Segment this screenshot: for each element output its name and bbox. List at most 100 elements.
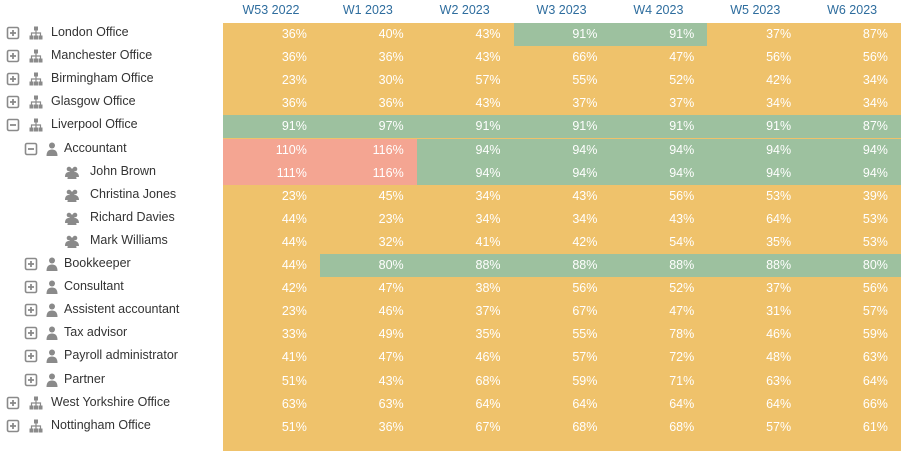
utilization-cell: 37% xyxy=(416,300,514,324)
plus-icon[interactable] xyxy=(24,280,38,294)
utilization-cell: 63% xyxy=(804,346,901,370)
utilization-cell: 44% xyxy=(223,230,320,254)
utilization-cell: 43% xyxy=(319,369,417,393)
column-header: W3 2023 xyxy=(536,3,587,17)
plus-icon[interactable] xyxy=(6,26,20,40)
utilization-cell: 91% xyxy=(707,115,805,139)
utilization-cell: 43% xyxy=(416,92,514,116)
column-header: W6 2023 xyxy=(827,3,878,17)
office-icon xyxy=(29,26,43,40)
utilization-cell: 43% xyxy=(513,184,611,208)
utilization-cell: 37% xyxy=(707,277,805,301)
row-label: Mark Williams xyxy=(90,232,168,247)
utilization-cell: 23% xyxy=(319,207,417,231)
office-icon xyxy=(29,396,43,410)
utilization-cell: 47% xyxy=(610,300,708,324)
utilization-cell: 34% xyxy=(804,92,901,116)
utilization-cell: 46% xyxy=(416,346,514,370)
utilization-cell: 94% xyxy=(513,161,611,185)
office-icon xyxy=(29,95,43,109)
utilization-cell: 41% xyxy=(223,346,320,370)
column-header: W4 2023 xyxy=(633,3,684,17)
row-label: Accountant xyxy=(64,140,127,155)
utilization-cell: 64% xyxy=(804,369,901,393)
utilization-cell: 91% xyxy=(610,23,708,47)
utilization-cell: 88% xyxy=(707,254,805,278)
group-icon xyxy=(65,166,79,179)
plus-icon[interactable] xyxy=(6,396,20,410)
plus-icon[interactable] xyxy=(24,349,38,363)
row-label: Christina Jones xyxy=(90,186,177,201)
utilization-cell: 23% xyxy=(223,184,320,208)
utilization-cell: 97% xyxy=(319,115,417,139)
utilization-cell: 36% xyxy=(319,92,417,116)
role-icon xyxy=(46,142,58,156)
utilization-cell: 88% xyxy=(610,254,708,278)
row-label: Consultant xyxy=(64,279,124,294)
role-icon xyxy=(46,303,58,318)
plus-icon[interactable] xyxy=(24,326,38,340)
utilization-cell: 52% xyxy=(610,69,708,93)
minus-icon[interactable] xyxy=(24,142,38,156)
row-label: Tax advisor xyxy=(64,325,128,340)
plus-icon[interactable] xyxy=(6,419,20,433)
utilization-cell: 39% xyxy=(804,184,901,208)
utilization-cell: 42% xyxy=(513,230,611,254)
utilization-cell: 35% xyxy=(416,323,514,347)
column-header: W2 2023 xyxy=(439,3,490,17)
row-label: Birmingham Office xyxy=(51,71,154,86)
row-label: John Brown xyxy=(90,163,157,178)
utilization-cell: 63% xyxy=(223,392,320,416)
role-icon xyxy=(46,280,58,295)
utilization-cell: 80% xyxy=(804,254,901,278)
row-label: London Office xyxy=(51,25,129,39)
utilization-cell: 59% xyxy=(804,323,901,347)
plus-icon[interactable] xyxy=(6,95,20,109)
utilization-cell: 34% xyxy=(707,92,805,116)
minus-icon[interactable] xyxy=(6,118,20,132)
utilization-cell: 94% xyxy=(513,138,611,162)
utilization-cell: 59% xyxy=(513,369,611,393)
row-label: Richard Davies xyxy=(90,209,175,224)
utilization-cell: 57% xyxy=(513,346,611,370)
utilization-cell: 37% xyxy=(610,92,708,116)
column-header: W53 2022 xyxy=(242,3,300,17)
utilization-cell: 52% xyxy=(610,277,708,301)
utilization-cell: 53% xyxy=(804,207,901,231)
plus-icon[interactable] xyxy=(6,72,20,86)
row-label: West Yorkshire Office xyxy=(51,394,171,409)
utilization-cell: 94% xyxy=(804,161,901,185)
group-icon xyxy=(65,235,79,248)
utilization-cell: 34% xyxy=(416,184,514,208)
column-header: W5 2023 xyxy=(730,3,781,17)
group-icon xyxy=(65,212,79,225)
office-icon xyxy=(29,419,43,433)
role-icon xyxy=(46,326,58,341)
utilization-cell: 94% xyxy=(416,138,514,162)
role-icon xyxy=(46,349,58,364)
utilization-cell: 42% xyxy=(223,277,320,301)
plus-icon[interactable] xyxy=(24,257,38,271)
utilization-cell: 56% xyxy=(513,277,611,301)
plus-icon[interactable] xyxy=(24,373,38,387)
utilization-cell: 44% xyxy=(223,254,320,278)
utilization-cell: 94% xyxy=(804,138,901,162)
utilization-cell: 72% xyxy=(610,346,708,370)
utilization-cell: 91% xyxy=(416,115,514,139)
utilization-cell: 56% xyxy=(804,46,901,70)
utilization-cell: 48% xyxy=(707,346,805,370)
utilization-cell: 32% xyxy=(319,230,417,254)
row-label: Manchester Office xyxy=(51,48,153,63)
utilization-cell: 43% xyxy=(416,23,514,47)
utilization-cell: 63% xyxy=(319,392,417,416)
plus-icon[interactable] xyxy=(6,49,20,63)
utilization-cell: 53% xyxy=(804,230,901,254)
plus-icon[interactable] xyxy=(24,303,38,317)
office-icon xyxy=(29,72,43,86)
utilization-cell: 45% xyxy=(319,184,417,208)
utilization-cell: 66% xyxy=(513,46,611,70)
utilization-cell: 47% xyxy=(610,46,708,70)
utilization-cell: 111% xyxy=(223,161,320,185)
utilization-cell: 116% xyxy=(319,161,417,185)
row-label: Payroll administrator xyxy=(64,348,178,363)
